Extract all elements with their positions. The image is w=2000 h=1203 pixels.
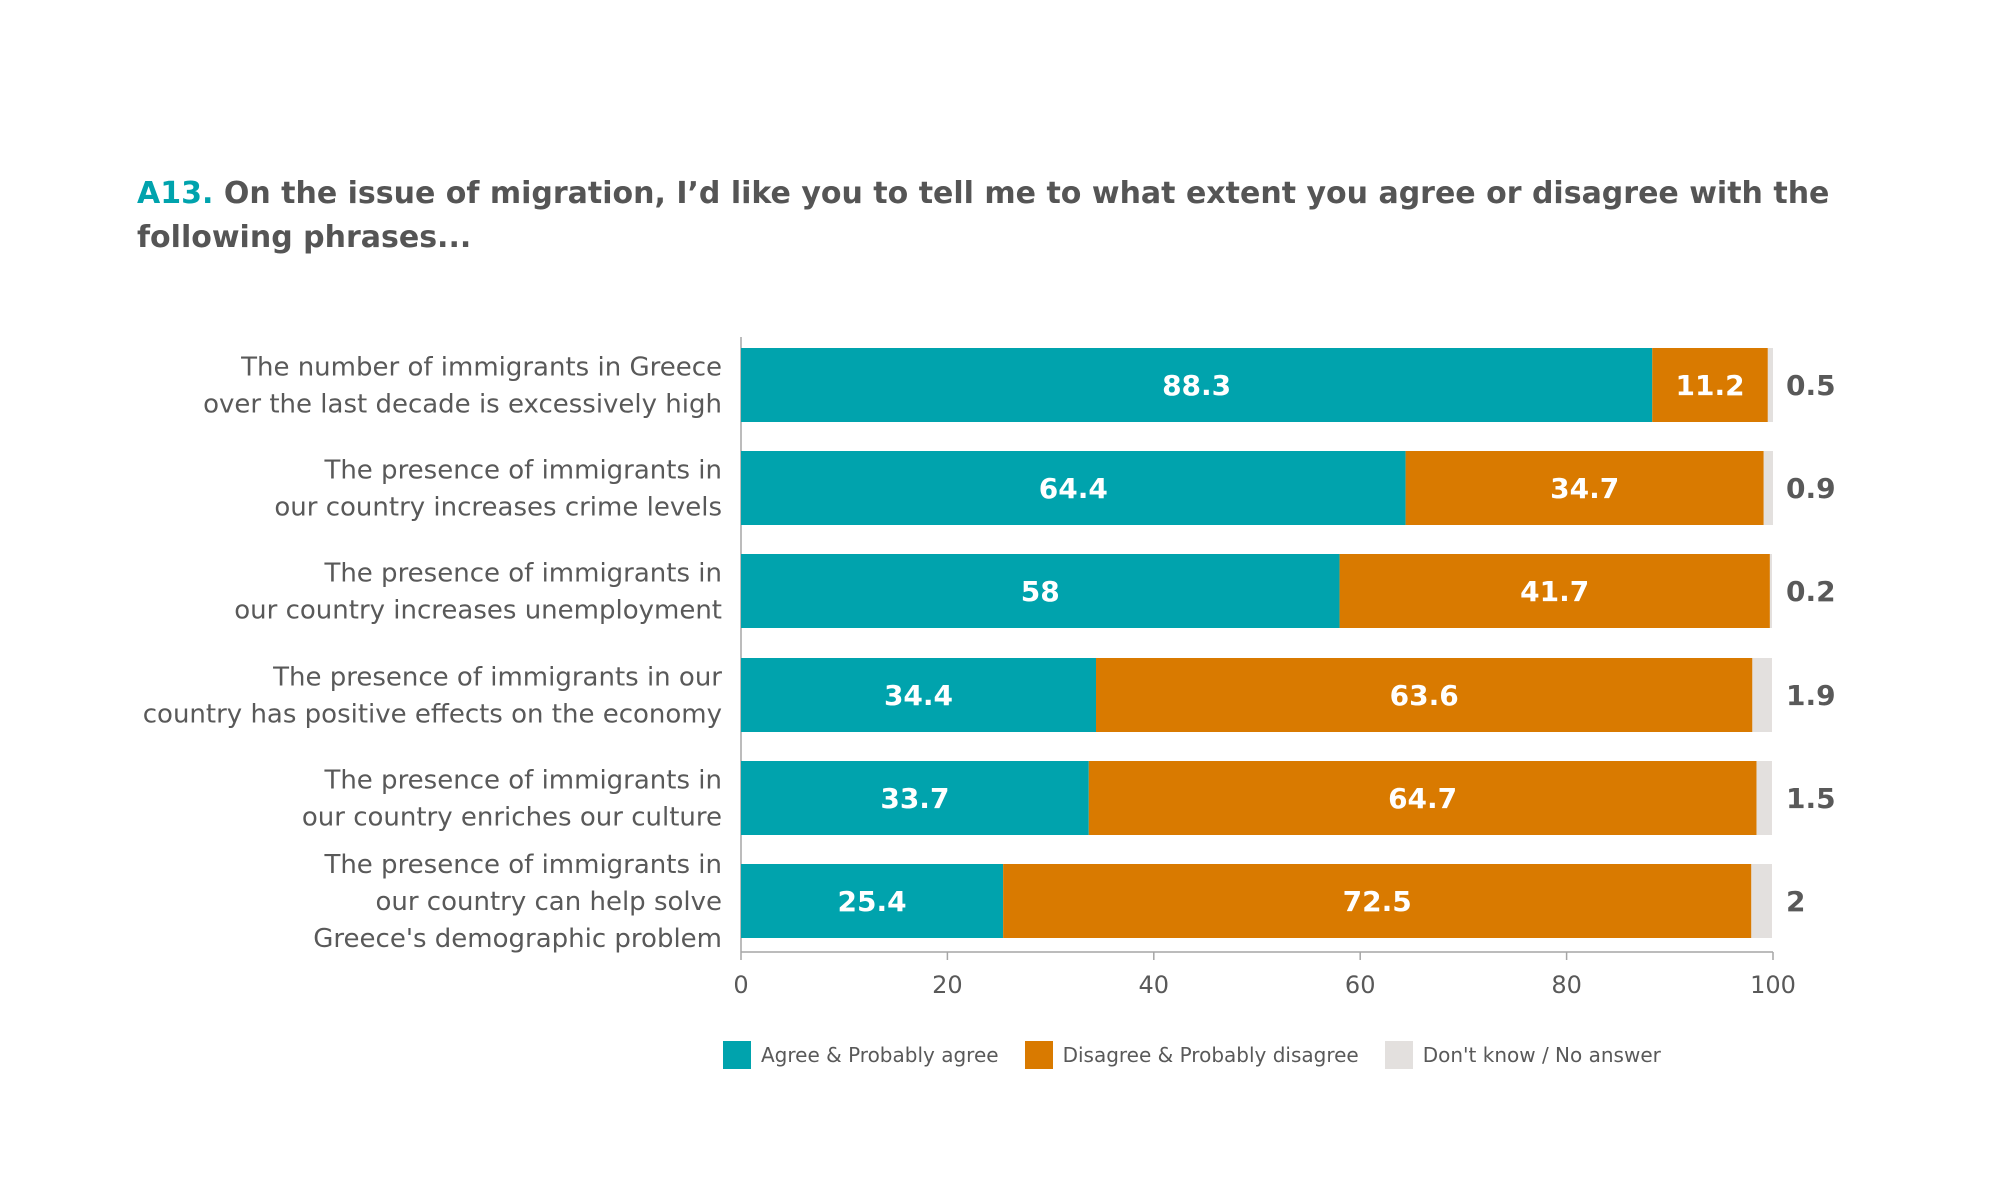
bar-dont-know — [1756, 761, 1772, 835]
bar-agree — [741, 554, 1340, 628]
x-tick-label: 0 — [733, 971, 748, 999]
chart-legend: Agree & Probably agree Disagree & Probabl… — [723, 1041, 1687, 1069]
question-code: A13. — [137, 176, 214, 211]
data-label-dont-know: 0.9 — [1786, 472, 1836, 505]
data-label: 64.4 — [1039, 472, 1108, 505]
x-tick-label: 80 — [1551, 971, 1582, 999]
bar-disagree — [1405, 451, 1764, 525]
data-label-dont-know: 0.5 — [1786, 369, 1836, 402]
bar-dont-know — [1763, 451, 1773, 525]
data-label: 63.6 — [1390, 679, 1459, 712]
data-label: 34.7 — [1550, 472, 1619, 505]
legend-item: Don't know / No answer — [1384, 1041, 1661, 1069]
legend-label: Agree & Probably agree — [761, 1043, 999, 1067]
bar-disagree — [1652, 348, 1768, 422]
legend-item: Disagree & Probably disagree — [1024, 1041, 1359, 1069]
legend-swatch — [1384, 1041, 1413, 1069]
data-label: 34.4 — [884, 679, 953, 712]
legend-label: Don't know / No answer — [1422, 1043, 1661, 1067]
legend-item: Agree & Probably agree — [723, 1041, 999, 1069]
data-label: 41.7 — [1520, 575, 1589, 608]
question-text: On the issue of migration, I’d like you … — [137, 176, 1830, 255]
category-label: The presence of immigrants in our country… — [234, 559, 722, 626]
legend-label: Disagree & Probably disagree — [1062, 1043, 1359, 1067]
data-label-dont-know: 0.2 — [1786, 575, 1836, 608]
legend-swatch — [1024, 1041, 1053, 1069]
bar-dont-know — [1769, 554, 1772, 628]
category-label: The presence of immigrants in our country… — [143, 663, 723, 730]
data-label: 58 — [1021, 575, 1060, 608]
data-label: 33.7 — [880, 782, 949, 815]
bar-disagree — [1088, 761, 1757, 835]
bar-agree — [741, 348, 1653, 422]
data-label: 72.5 — [1343, 885, 1412, 918]
bar-disagree — [1003, 864, 1752, 938]
legend-swatch — [723, 1041, 751, 1069]
x-tick-label: 40 — [1139, 971, 1170, 999]
bar-agree — [741, 761, 1089, 835]
category-label: The presence of immigrants in our country… — [274, 456, 722, 523]
data-label-dont-know: 2 — [1786, 885, 1805, 918]
bar-disagree — [1339, 554, 1770, 628]
x-tick-label: 20 — [932, 971, 963, 999]
data-label: 88.3 — [1162, 369, 1231, 402]
x-tick-label: 60 — [1345, 971, 1376, 999]
category-label: The presence of immigrants in our country… — [313, 850, 722, 954]
chart-title: A13. On the issue of migration, I’d like… — [137, 172, 1837, 260]
data-label: 11.2 — [1676, 369, 1745, 402]
x-tick-label: 100 — [1750, 971, 1796, 999]
data-label-dont-know: 1.9 — [1786, 679, 1836, 712]
bar-dont-know — [1767, 348, 1773, 422]
bar-agree — [741, 864, 1004, 938]
category-label: The number of immigrants in Greece over t… — [203, 353, 722, 420]
bar-dont-know — [1752, 658, 1772, 732]
bar-dont-know — [1751, 864, 1772, 938]
category-label: The presence of immigrants in our country… — [302, 766, 722, 833]
data-label: 64.7 — [1388, 782, 1457, 815]
bar-agree — [741, 658, 1097, 732]
data-label-dont-know: 1.5 — [1786, 782, 1836, 815]
data-label: 25.4 — [838, 885, 907, 918]
bar-agree — [741, 451, 1406, 525]
bar-disagree — [1096, 658, 1753, 732]
